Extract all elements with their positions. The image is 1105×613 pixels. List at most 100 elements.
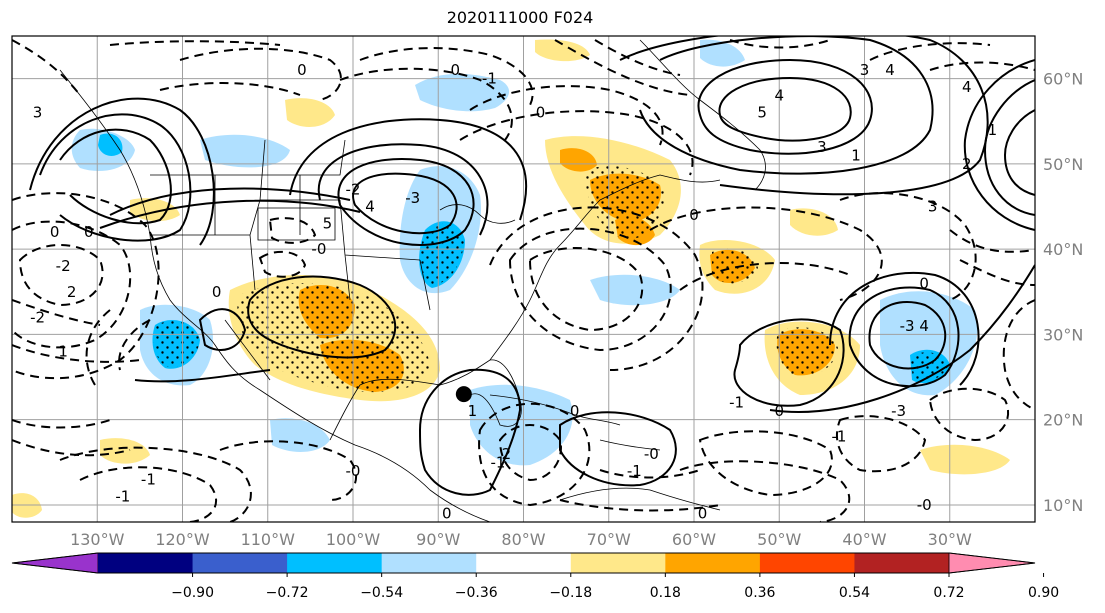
contour-label: 0: [50, 223, 60, 241]
colorbar-tick-label: −0.90: [171, 585, 214, 601]
contour-label: 4: [962, 78, 972, 96]
latitude-label: 40°N: [1043, 240, 1083, 259]
map-frame: [11, 35, 1036, 523]
longitude-label: 120°W: [155, 530, 210, 549]
neg-anomaly-region: [700, 39, 745, 67]
colorbar-tick-label: 0.90: [1028, 585, 1059, 601]
contour-label: 2: [67, 283, 77, 301]
colorbar-high-extend: [948, 552, 1036, 574]
colorbar-segment: [287, 553, 383, 573]
pos-anomaly-region: [535, 39, 590, 62]
colorbar-tick-label: −0.72: [266, 585, 309, 601]
colorbar-low-extend: [11, 552, 99, 574]
contour-label: 2: [502, 445, 512, 463]
contour-label: 0: [442, 504, 452, 522]
strong-neg-anomaly-region: [98, 133, 123, 156]
colorbar-tick-label: −0.54: [360, 585, 403, 601]
contour-label: 3: [33, 104, 43, 122]
longitude-label: 30°W: [928, 530, 972, 549]
significance-stippling: [153, 166, 948, 393]
contour-label: -3: [900, 317, 915, 335]
colorbar-tick-label: −0.18: [549, 585, 592, 601]
pos-anomaly-region: [130, 198, 180, 222]
longitude-label: 70°W: [587, 530, 631, 549]
contour-label: 1: [468, 402, 478, 420]
storm-center-marker: [455, 386, 472, 403]
contour-label: -3: [891, 402, 906, 420]
contour-label: -1: [627, 462, 642, 480]
contour-label: -0: [311, 240, 326, 258]
longitude-label: 60°W: [672, 530, 716, 549]
contour-label: -1: [490, 453, 505, 471]
contour-label: -1: [141, 470, 156, 488]
contour-label: -0: [917, 496, 932, 514]
contour-label: 0: [84, 223, 94, 241]
pos-anomaly-region: [790, 208, 838, 236]
contour-label: 0: [451, 61, 461, 79]
contour-label: 0: [774, 402, 784, 420]
longitude-label: 50°W: [757, 530, 801, 549]
contour-label: 1: [851, 146, 861, 164]
contour-label: -2: [346, 180, 361, 198]
colorbar-tick-labels: −0.90 −0.72 −0.54 −0.36 −0.18 0.18 0.36 0.54 0.7…: [171, 573, 1059, 601]
colorbar-segment: [665, 553, 761, 573]
colorbar-tick-label: 0.36: [744, 585, 775, 601]
pos-anomaly-region: [100, 438, 150, 464]
latitude-labels: 60°N 50°N 40°N 30°N 20°N 10°N: [1043, 70, 1083, 515]
contour-label: 4: [919, 317, 929, 335]
latitude-label: 30°N: [1043, 325, 1083, 344]
contour-label: -3: [405, 189, 420, 207]
colorbar-segment: [759, 553, 855, 573]
longitude-label: 40°W: [842, 530, 886, 549]
contour-label: 4: [365, 198, 375, 216]
contour-label: 1: [58, 342, 68, 360]
contour-label: -1: [729, 394, 744, 412]
contour-label: 5: [757, 104, 767, 122]
neg-anomaly-region: [470, 384, 573, 466]
coastlines: [59, 39, 766, 522]
latitude-label: 10°N: [1043, 496, 1083, 515]
longitude-label: 80°W: [501, 530, 545, 549]
contour-label: -1: [115, 487, 130, 505]
colorbar-segment: [98, 553, 194, 573]
longitude-label: 100°W: [326, 530, 381, 549]
longitude-labels: 130°W 120°W 110°W 100°W 90°W 80°W 70°W 60°W 50°W…: [70, 530, 972, 549]
latitude-label: 60°N: [1043, 70, 1083, 89]
colorbar-segment: [192, 553, 288, 573]
longitude-label: 110°W: [241, 530, 296, 549]
strong-pos-anomaly-region: [560, 148, 597, 172]
pos-anomaly-region: [12, 493, 42, 518]
contour-label: 0: [698, 504, 708, 522]
contour-label: 3: [928, 198, 938, 216]
colorbar-segment: [381, 553, 477, 573]
graticule: [12, 36, 1035, 522]
neg-anomaly-region: [590, 274, 680, 306]
contour-label: -2: [30, 308, 45, 326]
colorbar-segment: [854, 553, 950, 573]
contour-label: 5: [323, 215, 333, 233]
colorbar-tick-label: −0.36: [455, 585, 498, 601]
contour-label: 0: [536, 104, 546, 122]
contour-label: 4: [885, 61, 895, 79]
colorbar-outline: [11, 552, 1036, 574]
contour-label: 3: [817, 138, 827, 156]
contour-label: -1: [831, 428, 846, 446]
colorbar-tick-label: 0.18: [650, 585, 681, 601]
contour-label: -1: [482, 70, 497, 88]
contour-label: 2: [962, 155, 972, 173]
contour-label: 0: [297, 61, 307, 79]
colorbar-segment: [476, 553, 572, 573]
longitude-label: 130°W: [70, 530, 125, 549]
latitude-label: 20°N: [1043, 411, 1083, 430]
contour-label: 3: [860, 61, 870, 79]
latitude-label: 50°N: [1043, 155, 1083, 174]
longitude-label: 90°W: [416, 530, 460, 549]
contour-label: 0: [919, 274, 929, 292]
colorbar-segment: [570, 553, 666, 573]
contour-label: 0: [689, 206, 699, 224]
neg-anomaly-region: [200, 134, 290, 168]
pos-anomaly-region: [285, 98, 335, 127]
contour-lines: [12, 36, 1035, 522]
